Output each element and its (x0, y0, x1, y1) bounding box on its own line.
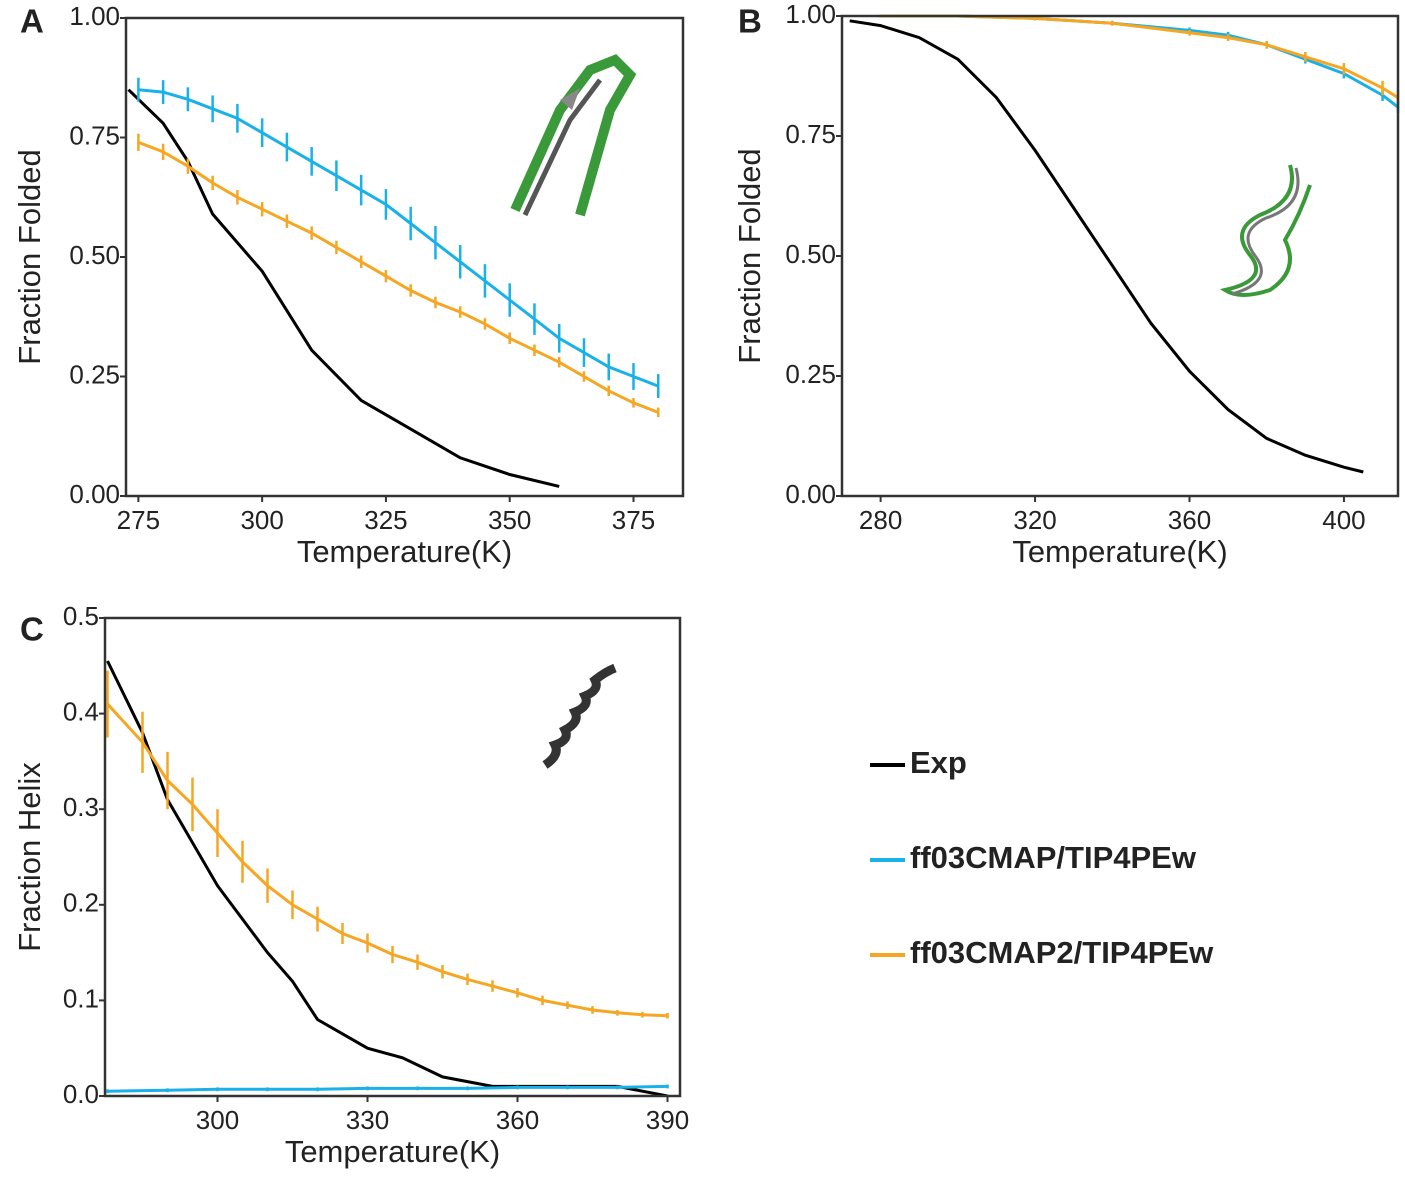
series-line (849, 19, 1364, 474)
y-tick-label: 0.5 (63, 601, 99, 631)
y-tick-label: 0.4 (63, 696, 99, 726)
series-line (106, 702, 668, 1018)
x-tick-label: 390 (646, 1105, 689, 1135)
x-tick-label: 280 (859, 505, 902, 535)
y-tick-label: 0.00 (785, 479, 836, 509)
series-line (107, 1084, 668, 1093)
panel-label: A (20, 3, 44, 40)
legend-label: Exp (910, 745, 967, 780)
y-axis-label: Fraction Helix (12, 762, 47, 952)
x-tick-label: 350 (488, 505, 531, 535)
series-line (137, 140, 659, 414)
helix-icon (542, 663, 617, 769)
y-tick-label: 0.50 (785, 239, 836, 269)
y-tick-label: 0.3 (63, 792, 99, 822)
x-axis-label: Temperature(K) (297, 534, 512, 569)
x-tick-label: 300 (240, 505, 283, 535)
y-tick-label: 0.00 (69, 479, 120, 509)
legend-label: ff03CMAP2/TIP4PEw (910, 935, 1214, 970)
series-line (880, 14, 1398, 99)
panel-label: C (20, 611, 44, 648)
x-tick-label: 275 (117, 505, 160, 535)
panel-label: B (738, 3, 762, 40)
y-tick-label: 1.00 (785, 0, 836, 29)
plot-frame (840, 14, 1400, 498)
legend-label: ff03CMAP/TIP4PEw (910, 840, 1197, 875)
x-tick-label: 360 (1168, 505, 1211, 535)
y-tick-label: 1.00 (69, 1, 120, 31)
x-tick-label: 400 (1322, 505, 1365, 535)
x-tick-label: 330 (346, 1105, 389, 1135)
x-tick-label: 300 (196, 1105, 239, 1135)
y-axis-label: Fraction Folded (732, 148, 767, 363)
x-tick-label: 320 (1013, 505, 1056, 535)
y-tick-label: 0.25 (785, 359, 836, 389)
x-axis-label: Temperature(K) (285, 1134, 500, 1169)
x-axis-label: Temperature(K) (1012, 534, 1227, 569)
y-tick-label: 0.50 (69, 240, 120, 270)
y-tick-label: 0.75 (785, 119, 836, 149)
y-tick-label: 0.0 (63, 1079, 99, 1109)
y-axis-label: Fraction Folded (12, 149, 47, 364)
y-tick-label: 0.25 (69, 359, 120, 389)
series-line (138, 88, 659, 388)
coil-icon (1219, 164, 1312, 297)
x-tick-label: 325 (364, 505, 407, 535)
y-tick-label: 0.75 (69, 120, 120, 150)
plot-frame (124, 16, 685, 498)
x-tick-label: 360 (496, 1105, 539, 1135)
series-line (106, 660, 668, 1096)
y-tick-label: 0.1 (63, 983, 99, 1013)
y-tick-label: 0.2 (63, 888, 99, 918)
beta-hairpin-icon (510, 54, 637, 217)
plot-frame (103, 616, 682, 1098)
series-line (127, 88, 560, 488)
x-tick-label: 375 (612, 505, 655, 535)
